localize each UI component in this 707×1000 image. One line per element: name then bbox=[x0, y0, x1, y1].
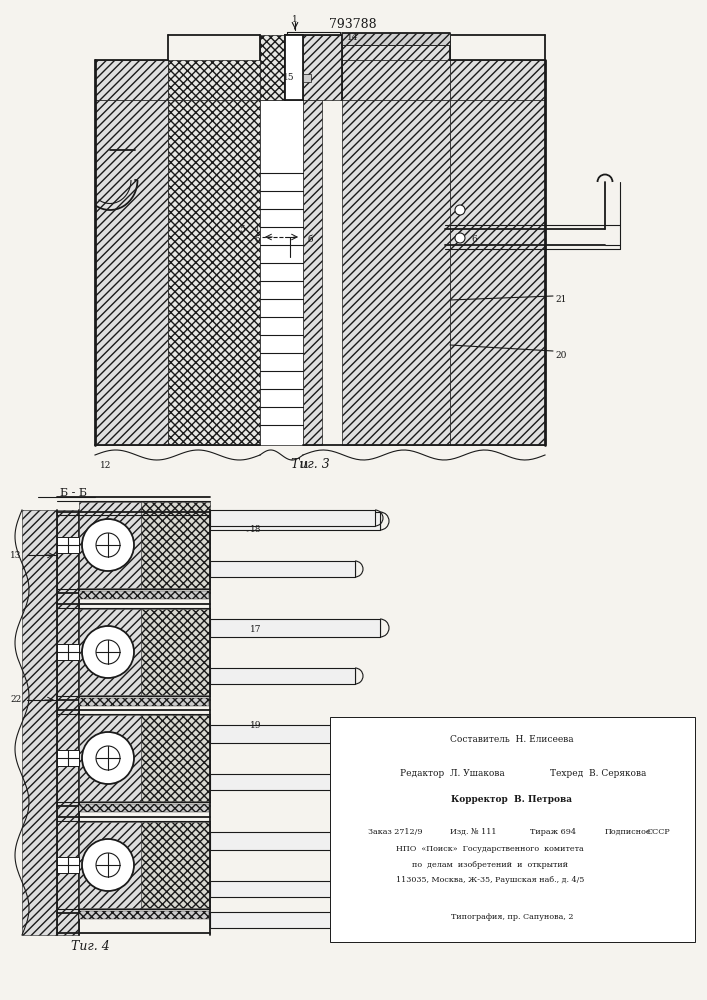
Bar bbox=[260, 35, 285, 100]
Text: Б - Б: Б - Б bbox=[60, 488, 87, 498]
Bar bbox=[95, 60, 168, 100]
Bar bbox=[57, 857, 79, 873]
Text: Типография, пр. Сапунова, 2: Типография, пр. Сапунова, 2 bbox=[451, 913, 573, 921]
Bar bbox=[210, 561, 355, 577]
Text: Корректор  В. Петрова: Корректор В. Петрова bbox=[452, 796, 573, 804]
Bar bbox=[210, 512, 380, 530]
Text: Изд. № 111: Изд. № 111 bbox=[450, 828, 496, 836]
Text: 12: 12 bbox=[100, 460, 112, 470]
Text: 6: 6 bbox=[471, 234, 477, 243]
Text: 15: 15 bbox=[284, 73, 295, 82]
Text: 14: 14 bbox=[347, 33, 358, 42]
Bar bbox=[210, 725, 380, 743]
Text: 1: 1 bbox=[292, 15, 298, 24]
Text: б: б bbox=[255, 235, 259, 244]
Text: 113035, Москва, Ж-35, Раушская наб., д. 4/5: 113035, Москва, Ж-35, Раушская наб., д. … bbox=[396, 876, 584, 884]
Bar bbox=[342, 100, 450, 445]
Bar bbox=[79, 804, 209, 812]
Bar bbox=[168, 100, 260, 445]
Bar bbox=[303, 74, 311, 82]
Bar bbox=[342, 45, 450, 60]
Text: Составитель  Н. Елисеева: Составитель Н. Елисеева bbox=[450, 734, 574, 744]
Text: Τиг. 4: Τиг. 4 bbox=[71, 940, 110, 954]
Text: Редактор  Л. Ушакова: Редактор Л. Ушакова bbox=[400, 770, 505, 778]
Text: 13: 13 bbox=[10, 550, 21, 560]
Circle shape bbox=[96, 640, 120, 664]
Bar bbox=[303, 100, 322, 445]
Bar bbox=[140, 502, 210, 588]
Bar bbox=[22, 510, 57, 935]
Bar bbox=[210, 668, 355, 684]
Bar bbox=[140, 715, 210, 801]
Text: 17: 17 bbox=[250, 626, 262, 635]
Text: 11: 11 bbox=[299, 460, 311, 470]
Bar bbox=[210, 619, 380, 637]
Bar bbox=[140, 822, 210, 908]
Text: б: б bbox=[308, 234, 312, 243]
Text: Заказ 2712/9: Заказ 2712/9 bbox=[368, 828, 423, 836]
Text: ↓: ↓ bbox=[254, 225, 260, 233]
Bar bbox=[168, 60, 260, 100]
Circle shape bbox=[96, 746, 120, 770]
Text: 21: 21 bbox=[555, 296, 566, 304]
Bar bbox=[450, 60, 545, 100]
Bar bbox=[210, 510, 375, 526]
Bar bbox=[450, 100, 545, 445]
Text: 22: 22 bbox=[10, 696, 21, 704]
Bar bbox=[210, 832, 380, 850]
Bar bbox=[79, 822, 141, 908]
Text: 18: 18 bbox=[250, 526, 262, 534]
Bar bbox=[79, 715, 141, 801]
Bar bbox=[260, 100, 303, 445]
Text: Тираж 694: Тираж 694 bbox=[530, 828, 576, 836]
Bar bbox=[330, 717, 695, 942]
Circle shape bbox=[96, 853, 120, 877]
Bar bbox=[303, 35, 342, 100]
Bar bbox=[79, 911, 209, 919]
Circle shape bbox=[96, 533, 120, 557]
Text: 793788: 793788 bbox=[329, 18, 377, 31]
Bar bbox=[57, 537, 79, 553]
Text: 5: 5 bbox=[239, 225, 245, 233]
Bar bbox=[57, 510, 79, 935]
Text: НПО  «Поиск»  Государственного  комитета: НПО «Поиск» Государственного комитета bbox=[396, 845, 584, 853]
Bar bbox=[95, 100, 168, 445]
Circle shape bbox=[82, 626, 134, 678]
Bar bbox=[342, 60, 450, 100]
Text: 19: 19 bbox=[250, 720, 262, 730]
Bar bbox=[79, 698, 209, 706]
Bar bbox=[210, 774, 355, 790]
Bar bbox=[210, 912, 370, 928]
Text: Τиг. 3: Τиг. 3 bbox=[291, 458, 329, 472]
Bar bbox=[210, 881, 355, 897]
Circle shape bbox=[82, 839, 134, 891]
Circle shape bbox=[455, 205, 465, 215]
Text: Подписное: Подписное bbox=[605, 828, 652, 836]
Text: по  делам  изобретений  и  открытий: по делам изобретений и открытий bbox=[412, 861, 568, 869]
Text: Техред  В. Серякова: Техред В. Серякова bbox=[550, 770, 646, 778]
Text: 20: 20 bbox=[555, 351, 566, 360]
Bar bbox=[79, 502, 141, 588]
Bar bbox=[57, 644, 79, 660]
Circle shape bbox=[82, 519, 134, 571]
Text: СССР: СССР bbox=[646, 828, 670, 836]
Bar bbox=[140, 609, 210, 695]
Bar bbox=[79, 591, 209, 599]
Bar bbox=[79, 609, 141, 695]
Circle shape bbox=[82, 732, 134, 784]
Bar bbox=[57, 750, 79, 766]
Circle shape bbox=[455, 233, 465, 243]
Bar bbox=[342, 33, 450, 45]
Bar bbox=[285, 35, 303, 100]
